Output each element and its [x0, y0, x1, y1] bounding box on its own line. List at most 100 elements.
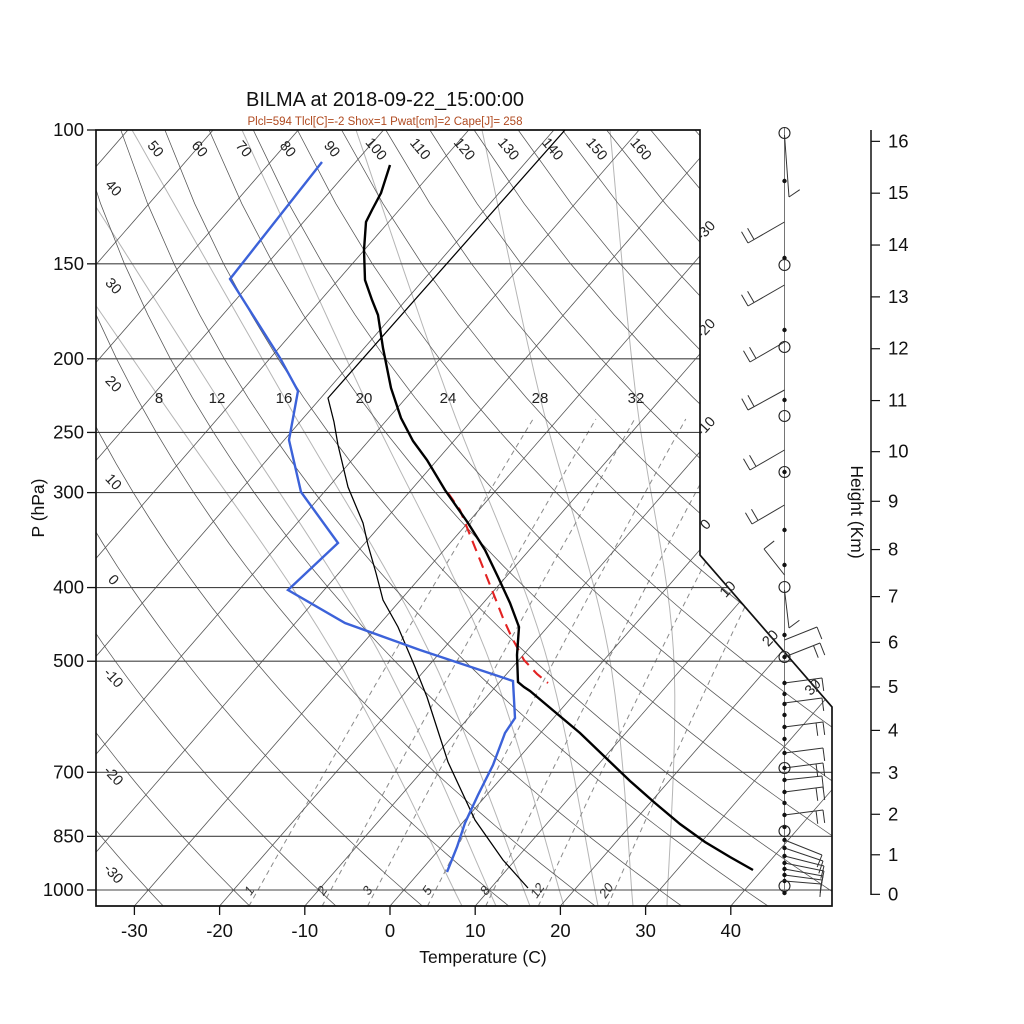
- isotherm-line: [96, 130, 555, 906]
- height-axis-tick-label: 14: [888, 234, 909, 255]
- isotherm-label-right: -30: [693, 218, 719, 244]
- wind-level-dot: [782, 866, 787, 872]
- wind-level-circle: [778, 340, 791, 354]
- wind-barb-feather: [818, 860, 824, 874]
- dry-adiabat-line: [208, 130, 832, 906]
- wind-level-circle: [778, 650, 791, 664]
- moist-adiabat-line: [96, 130, 463, 906]
- mixing-ratio-line: [485, 418, 736, 906]
- height-axis-tick-label: 15: [888, 182, 909, 203]
- wind-level-dot: [782, 812, 787, 818]
- mixing-ratio-line: [537, 418, 780, 906]
- dry-adiabat-label: 120: [450, 135, 478, 164]
- dry-adiabat-line: [562, 130, 832, 906]
- chart-subtitle: Plcl=594 Tlcl[C]=-2 Shox=1 Pwat[cm]=2 Ca…: [248, 116, 523, 128]
- wind-level-dot: [782, 890, 787, 896]
- x-axis-tick-label: 10: [465, 920, 486, 941]
- wind-level-dot: [782, 712, 787, 718]
- wind-barb-feather: [743, 350, 751, 363]
- wind-level-circle: [778, 409, 791, 423]
- wind-barb-feather: [816, 626, 823, 640]
- moist-adiabat-line: [609, 130, 676, 906]
- moist-adiabat-label: 32: [628, 390, 645, 407]
- wind-barb-staff: [784, 868, 824, 877]
- dry-adiabat-label: 140: [538, 135, 566, 164]
- wind-level-circle: [778, 580, 791, 594]
- wind-level-dot: [782, 178, 787, 184]
- wind-barb-staff: [784, 642, 821, 658]
- wind-barb-feather: [815, 722, 819, 736]
- wind-level-dot: [782, 654, 787, 660]
- wind-barb-feather: [751, 508, 759, 521]
- moist-adiabat-line: [96, 130, 497, 906]
- x-axis-tick-label: 0: [385, 920, 395, 941]
- height-axis-tick-label: 4: [888, 719, 898, 740]
- isotherm-line: [96, 130, 725, 906]
- isotherm-line: [96, 130, 640, 906]
- mixing-ratio-line: [367, 418, 636, 906]
- isotherm-label-left: 40: [102, 177, 125, 200]
- wind-barb-staff: [784, 839, 823, 856]
- wind-barb-staff: [749, 449, 785, 471]
- isotherm-label-right: -10: [693, 414, 719, 440]
- isotherm-label-left: -10: [100, 665, 126, 691]
- wind-level-dot: [782, 853, 787, 859]
- wind-barb-feather: [813, 645, 819, 658]
- wind-barb-feather: [747, 394, 755, 407]
- temperature-profile-line: [362, 164, 754, 872]
- wind-level-dot: [782, 680, 787, 686]
- mixing-ratio-line: [248, 418, 534, 906]
- wind-barb-staff: [784, 697, 823, 704]
- wind-barb-feather: [749, 346, 757, 359]
- isotherm-label-left: -30: [100, 861, 126, 887]
- dry-adiabat-line: [96, 130, 423, 906]
- wind-barb-feather: [815, 787, 819, 801]
- height-axis-title: Height (Km): [847, 465, 867, 558]
- wind-barb-staff: [751, 504, 785, 525]
- wind-barb-staff: [747, 284, 785, 307]
- sounding-profiles: [228, 130, 754, 889]
- plot-outline: [95, 129, 833, 907]
- wind-barb-feather: [815, 763, 819, 777]
- x-axis-tick-label: -10: [291, 920, 318, 941]
- dry-adiabat-label: 110: [406, 135, 433, 163]
- wind-level-dot: [782, 860, 787, 866]
- dry-adiabat-line: [96, 130, 337, 906]
- wind-level-circle: [778, 465, 791, 479]
- wind-barb-staff: [784, 134, 790, 198]
- dry-adiabat-line: [650, 130, 832, 906]
- wind-barb-feather: [814, 678, 818, 692]
- isotherm-label-left: 30: [102, 275, 125, 298]
- wind-barb-column: [741, 126, 826, 897]
- isotherm-label-left: 20: [102, 373, 125, 396]
- wind-barb-feather: [819, 883, 822, 897]
- moist-adiabat-label: 20: [356, 390, 373, 407]
- wind-level-circle: [778, 258, 791, 272]
- wind-level-dot: [782, 632, 787, 638]
- moist-adiabat-label: 24: [440, 390, 457, 407]
- moist-adiabat-label: 12: [209, 390, 226, 407]
- wind-level-dot: [782, 469, 787, 475]
- wind-barb-feather: [821, 775, 824, 789]
- pressure-axis-tick-label: 300: [53, 482, 84, 503]
- wind-barb-staff: [784, 626, 818, 641]
- wind-barb-feather: [820, 865, 825, 879]
- wind-barb-feather: [741, 398, 749, 411]
- wind-barb-feather: [741, 231, 749, 244]
- dewpoint-profile-line: [228, 161, 517, 873]
- height-axis-tick-label: 8: [888, 539, 898, 560]
- dry-adiabat-label: 70: [232, 138, 255, 161]
- moist-adiabat-label: 16: [276, 390, 293, 407]
- wind-barb-staff: [784, 862, 825, 872]
- moist-adiabat-label: 8: [155, 390, 163, 407]
- wind-level-dot: [782, 736, 787, 742]
- dry-adiabat-line: [341, 130, 832, 906]
- parcel-path-line: [447, 492, 549, 684]
- wind-barb-feather: [816, 854, 823, 868]
- wind-level-dot: [782, 872, 787, 878]
- auxiliary-profile-line: [327, 130, 566, 889]
- chart-title: BILMA at 2018-09-22_15:00:00: [246, 89, 524, 111]
- height-axis-tick-label: 9: [888, 490, 898, 511]
- axes-ticks-and-labels: -30 -20 -10 0 10 20 30 401001502002503004005007…: [43, 119, 909, 941]
- pressure-axis-tick-label: 500: [53, 650, 84, 671]
